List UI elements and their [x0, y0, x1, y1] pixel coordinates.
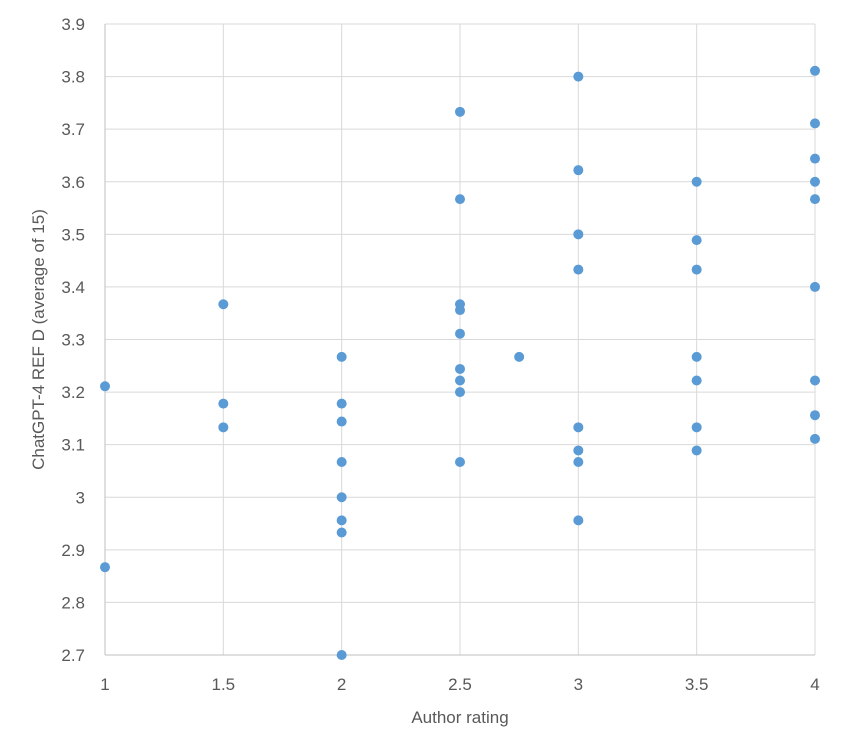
data-point [573, 264, 584, 275]
axes [104, 24, 815, 656]
y-tick-label: 3.3 [61, 331, 85, 350]
data-point [691, 422, 702, 433]
data-point [218, 422, 229, 433]
data-point [336, 650, 347, 660]
x-tick-label: 2.5 [448, 675, 472, 694]
data-point [336, 457, 347, 468]
data-point [810, 433, 820, 444]
data-point [100, 562, 110, 573]
data-point [691, 351, 702, 362]
data-point [514, 351, 525, 362]
x-tick-label: 1.5 [212, 675, 236, 694]
y-tick-label: 3.5 [61, 225, 85, 244]
x-tick-label: 1 [100, 675, 109, 694]
y-tick-label: 2.8 [61, 593, 85, 612]
data-point [810, 65, 820, 76]
data-point [455, 305, 465, 316]
data-point [810, 176, 820, 187]
data-point [218, 299, 229, 310]
data-point [573, 445, 584, 456]
x-tick-label: 4 [810, 675, 819, 694]
data-point [573, 457, 584, 468]
y-tick-label: 3.9 [61, 15, 85, 34]
data-point [691, 235, 702, 246]
y-tick-label: 3.7 [61, 120, 85, 139]
data-point [810, 118, 820, 129]
data-point [573, 422, 584, 433]
data-point [336, 515, 347, 526]
data-point [573, 71, 584, 82]
data-point [810, 281, 820, 292]
data-point [810, 410, 820, 421]
data-point [810, 194, 820, 205]
y-axis-title: ChatGPT-4 REF D (average of 15) [29, 209, 48, 470]
y-tick-label: 3.8 [61, 68, 85, 87]
y-tick-label: 2.9 [61, 541, 85, 560]
data-point [573, 229, 584, 240]
data-point [336, 351, 347, 362]
y-tick-label: 3.4 [61, 278, 85, 297]
x-tick-label: 3 [574, 675, 583, 694]
data-point [455, 194, 465, 205]
data-point [336, 527, 347, 538]
gridlines [105, 23, 816, 655]
data-point [218, 398, 229, 409]
data-point [691, 375, 702, 386]
data-point [691, 445, 702, 456]
data-point [455, 363, 465, 374]
data-point [455, 387, 465, 398]
data-point [336, 398, 347, 409]
x-tick-label: 3.5 [685, 675, 709, 694]
y-tick-label: 3.1 [61, 436, 85, 455]
data-point [691, 264, 702, 275]
data-point [810, 153, 820, 164]
y-tick-label: 3.2 [61, 383, 85, 402]
data-point [691, 176, 702, 187]
y-tick-label: 2.7 [61, 646, 85, 665]
y-tick-label: 3 [76, 488, 85, 507]
data-point [100, 381, 110, 392]
data-point [573, 165, 584, 176]
tick-labels: 2.7 2.8 2.9 3 3.1 3.2 3.3 3.4 3.5 3.6 3.7 3.8 3.9 1 1.… [61, 15, 819, 694]
data-point [810, 375, 820, 386]
y-tick-label: 3.6 [61, 173, 85, 192]
data-point [455, 106, 465, 117]
x-axis-title: Author rating [411, 708, 508, 727]
data-point [455, 328, 465, 339]
data-point [455, 375, 465, 386]
data-point [455, 457, 465, 468]
x-tick-label: 2 [337, 675, 346, 694]
data-point [573, 515, 584, 526]
data-points [100, 65, 820, 660]
data-point [336, 416, 347, 427]
data-point [336, 492, 347, 503]
